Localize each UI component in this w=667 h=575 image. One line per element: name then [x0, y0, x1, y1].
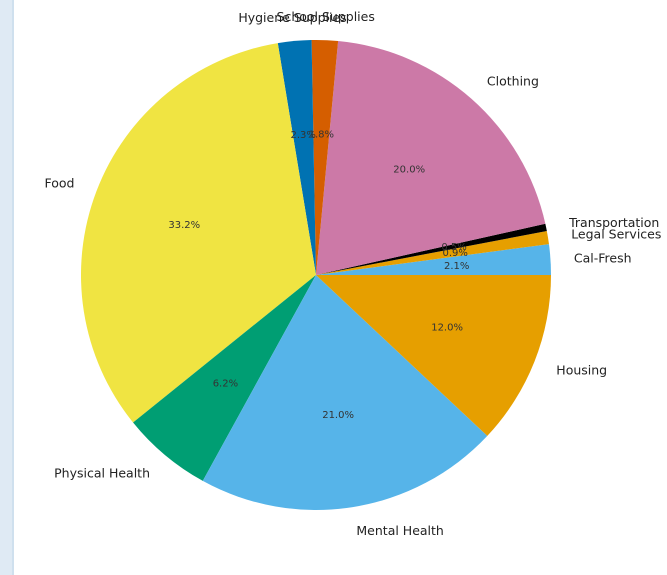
category-label-food: Food — [45, 175, 75, 190]
pct-label-hygiene-supplies: 2.3% — [290, 130, 315, 141]
pct-label-physical-health: 6.2% — [213, 379, 238, 390]
pie-slice-food — [80, 43, 316, 423]
category-label-school-supplies: School Supplies — [277, 9, 375, 24]
pie-slices — [80, 39, 551, 510]
pct-label-cal-fresh: 2.1% — [444, 261, 469, 272]
pie-slice-clothing — [316, 41, 546, 275]
pct-label-food: 33.2% — [168, 220, 200, 231]
category-label-transportation: Transportation — [568, 215, 659, 230]
pct-label-mental-health: 21.0% — [322, 410, 354, 421]
category-label-legal-services: Legal Services — [571, 226, 661, 241]
category-label-mental-health: Mental Health — [356, 523, 443, 538]
pie-slice-school-supplies — [311, 39, 339, 276]
pct-label-school-supplies: 1.8% — [309, 130, 334, 141]
pie-percent-labels: 2.1% 0.9%0.5% 20.0% 1.8%2.3% 33.2% 6.2% 21.0% 1… — [168, 130, 469, 421]
category-label-clothing: Clothing — [487, 74, 539, 89]
category-label-hygiene-supplies: Hygiene Supplies — [238, 10, 346, 25]
pct-label-clothing: 20.0% — [393, 165, 425, 176]
category-label-cal-fresh: Cal-Fresh — [574, 251, 632, 266]
pie-slice-housing — [316, 275, 551, 436]
pie-slice-mental-health — [202, 275, 488, 510]
category-label-housing: Housing — [556, 363, 607, 378]
pie-slice-transportation — [316, 223, 547, 275]
pct-label-transportation: 0.5% — [441, 242, 466, 253]
pct-label-legal-services: 0.9% — [442, 248, 467, 259]
pie-slice-cal-fresh — [316, 244, 551, 275]
pie-slice-legal-services — [316, 230, 549, 275]
pie-slice-physical-health — [133, 275, 316, 481]
pct-label-housing: 12.0% — [431, 322, 463, 333]
category-label-physical-health: Physical Health — [54, 466, 150, 481]
pie-slice-hygiene-supplies — [277, 40, 316, 275]
